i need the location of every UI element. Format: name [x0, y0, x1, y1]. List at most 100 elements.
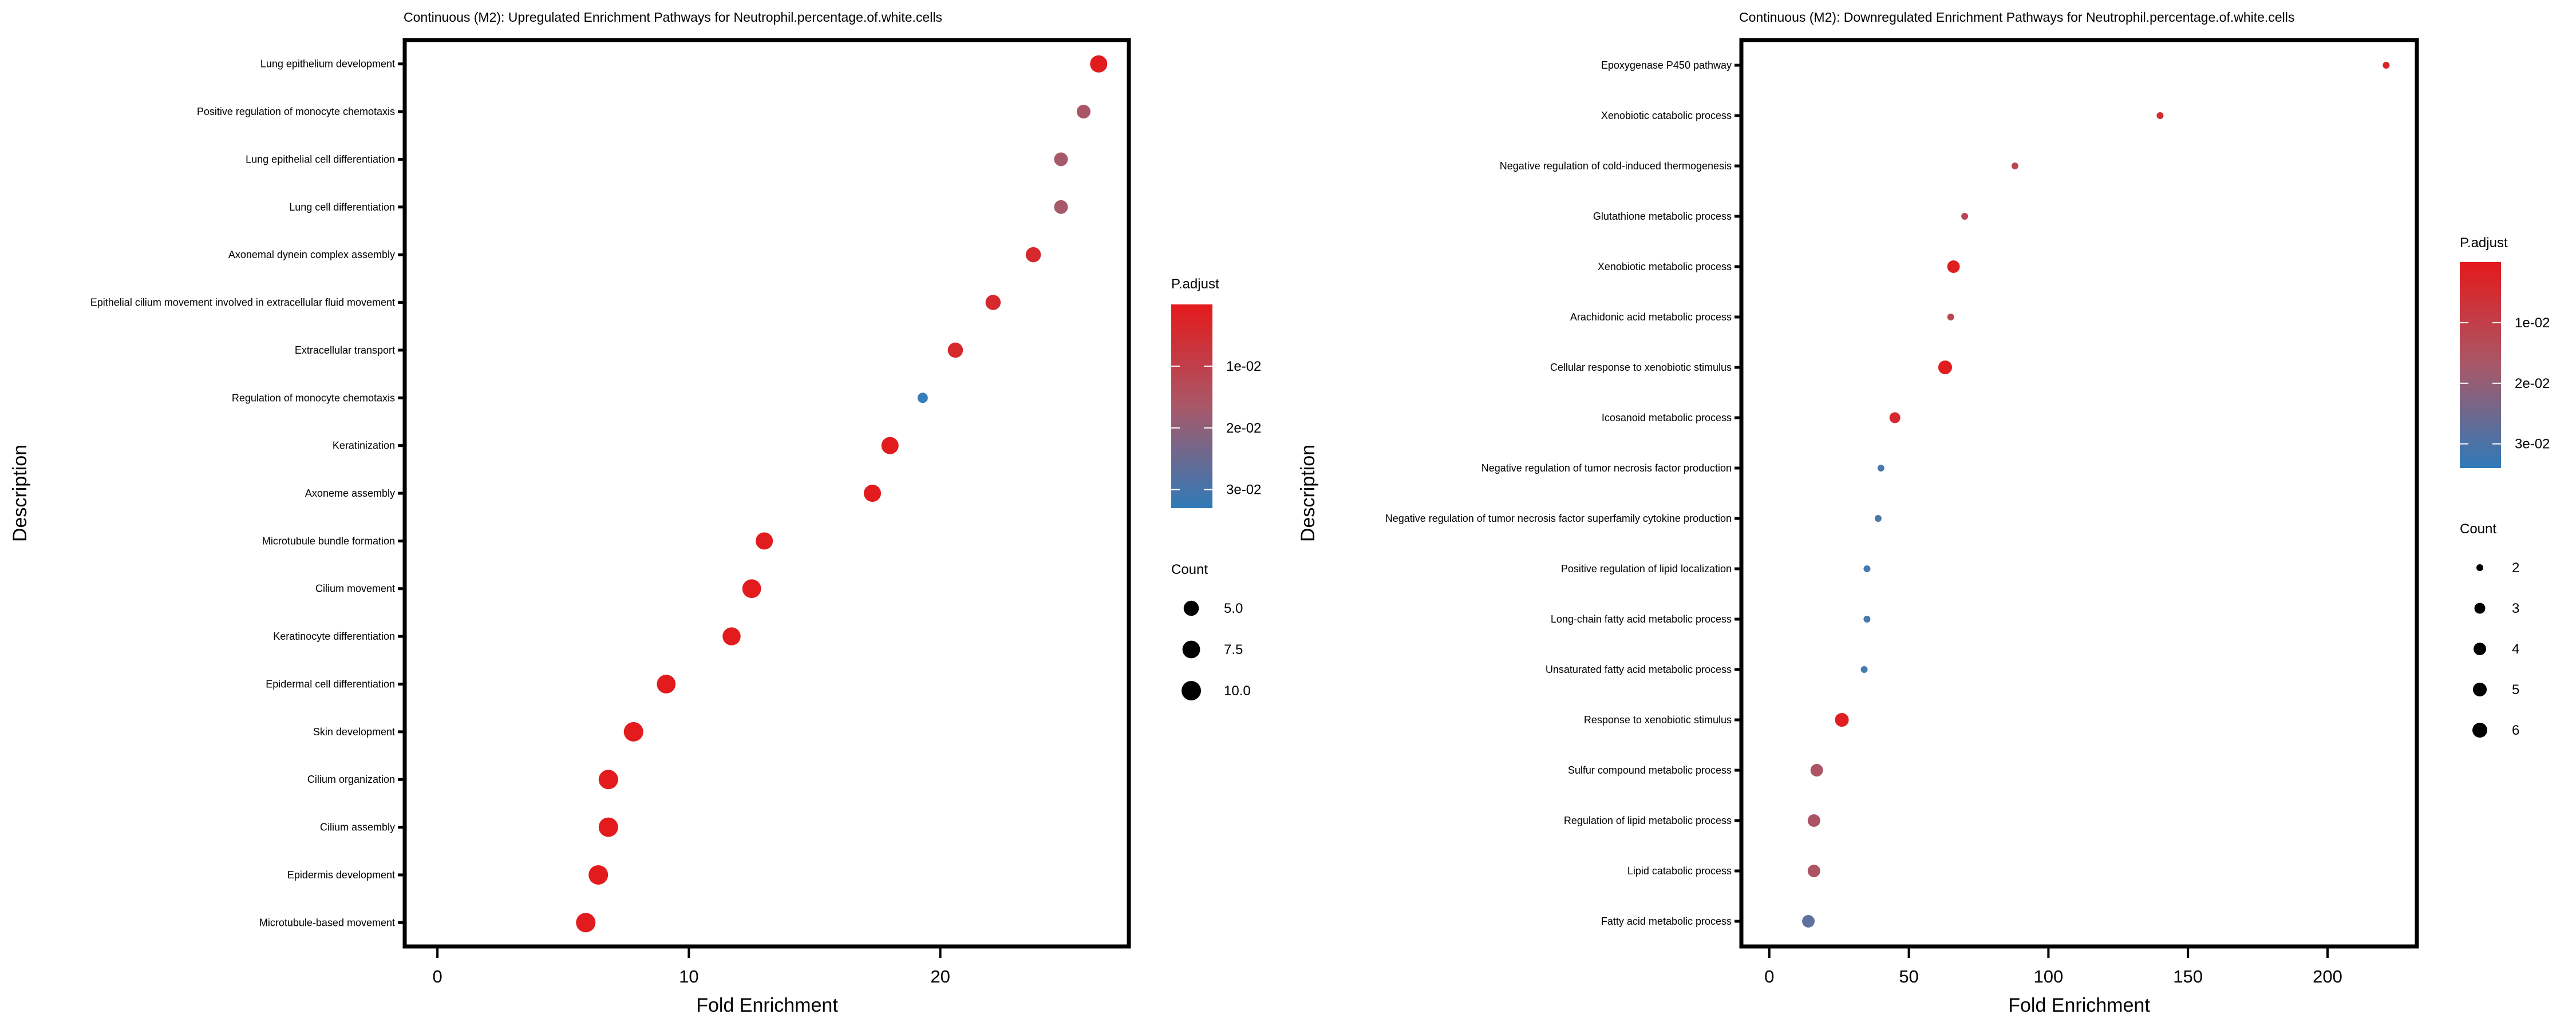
y-tick-label: Cilium organization [307, 774, 395, 785]
y-tick-label: Xenobiotic catabolic process [1601, 110, 1732, 121]
data-point [947, 342, 963, 358]
x-axis-title: Fold Enrichment [2008, 995, 2150, 1016]
chart-title: Continuous (M2): Upregulated Enrichment … [404, 10, 942, 25]
y-axis-title: Description [9, 445, 31, 542]
data-point [1076, 105, 1091, 119]
data-point [1961, 213, 1969, 220]
y-tick-label: Lipid catabolic process [1627, 865, 1732, 877]
y-tick-label: Epithelial cilium movement involved in e… [90, 297, 395, 308]
data-point [576, 913, 596, 933]
y-tick-label: Epoxygenase P450 pathway [1601, 60, 1732, 71]
size-legend-key [1182, 681, 1201, 700]
data-point [1860, 666, 1868, 673]
y-tick-label: Negative regulation of tumor necrosis fa… [1481, 462, 1732, 474]
size-legend-label: 6 [2512, 723, 2519, 738]
color-legend-title: P.adjust [2460, 235, 2508, 251]
x-tick-label: 0 [432, 966, 442, 987]
y-tick-label: Response to xenobiotic stimulus [1584, 714, 1732, 726]
y-tick-label: Positive regulation of monocyte chemotax… [197, 106, 395, 117]
y-tick-label: Unsaturated fatty acid metabolic process [1546, 664, 1732, 675]
y-tick-label: Glutathione metabolic process [1593, 211, 1732, 222]
data-point [2383, 62, 2390, 69]
size-legend-label: 10.0 [1224, 683, 1251, 699]
data-point [1090, 55, 1108, 73]
y-tick-label: Sulfur compound metabolic process [1568, 764, 1732, 776]
data-point [2156, 112, 2164, 119]
data-point [1877, 465, 1884, 472]
color-legend-bar [1171, 304, 1212, 508]
color-legend-label: 3e-02 [2515, 437, 2550, 452]
size-legend-key [2476, 564, 2483, 571]
y-tick-label: Keratinization [333, 440, 395, 451]
panel-downregulated: Continuous (M2): Downregulated Enrichmen… [1297, 10, 2550, 1016]
points-layer [576, 55, 1108, 933]
x-tick-label: 100 [2033, 966, 2063, 987]
size-legend-label: 5 [2512, 682, 2519, 698]
data-point [1802, 915, 1815, 928]
y-tick-label: Regulation of monocyte chemotaxis [232, 392, 395, 403]
size-legend: Count 2 3 4 5 6 [2460, 521, 2519, 738]
data-point [742, 579, 761, 599]
y-tick-label: Axonemal dynein complex assembly [228, 249, 395, 260]
y-axis: Epoxygenase P450 pathway Xenobiotic catab… [1385, 60, 1741, 927]
y-tick-label: Axoneme assembly [305, 488, 395, 499]
data-point [598, 817, 618, 837]
y-tick-label: Lung epithelium development [260, 58, 395, 70]
points-layer [1802, 62, 2390, 928]
color-legend-bar [2460, 262, 2501, 468]
data-point [1938, 360, 1953, 375]
y-tick-label: Epidermal cell differentiation [266, 678, 395, 690]
panel-upregulated: Continuous (M2): Upregulated Enrichment … [9, 10, 1261, 1016]
data-point [1947, 314, 1954, 320]
y-tick-label: Microtubule-based movement [259, 917, 395, 928]
x-axis: 0 50 100 150 200 [1764, 946, 2342, 987]
color-legend: P.adjust 1e-02 2e-02 3e-02 [2460, 235, 2550, 468]
size-legend-key [1183, 600, 1199, 616]
size-legend-label: 7.5 [1224, 642, 1243, 657]
data-point [2011, 163, 2018, 169]
size-legend-label: 2 [2512, 560, 2519, 576]
data-point [1947, 260, 1960, 273]
y-tick-label: Cilium assembly [320, 822, 395, 833]
data-point [598, 770, 618, 790]
y-tick-label: Epidermis development [287, 869, 395, 881]
data-point [1863, 565, 1871, 572]
data-point [657, 675, 676, 694]
x-tick-label: 20 [930, 966, 950, 987]
y-tick-label: Arachidonic acid metabolic process [1570, 311, 1732, 323]
data-point [985, 295, 1001, 310]
data-point [1874, 515, 1882, 522]
data-point [1807, 865, 1820, 877]
y-tick-label: Xenobiotic metabolic process [1598, 261, 1732, 272]
size-legend-key [2472, 723, 2487, 738]
data-point [1889, 412, 1901, 423]
y-tick-label: Extracellular transport [295, 344, 395, 356]
data-point [722, 627, 741, 645]
color-legend-label: 1e-02 [1226, 359, 1261, 374]
color-legend-label: 2e-02 [2515, 376, 2550, 391]
plot-frame [1739, 38, 2419, 949]
data-point [623, 722, 643, 742]
y-tick-label: Lung cell differentiation [289, 201, 395, 213]
y-tick-label: Long-chain fatty acid metabolic process [1551, 613, 1732, 625]
size-legend-key [2474, 603, 2486, 614]
y-tick-label: Cellular response to xenobiotic stimulus [1550, 362, 1732, 373]
y-axis: Lung epithelium development Positive regu… [90, 58, 405, 928]
data-point [1025, 247, 1041, 263]
y-tick-label: Icosanoid metabolic process [1602, 412, 1732, 423]
size-legend: Count 5.0 7.5 10.0 [1171, 562, 1251, 700]
x-tick-label: 150 [2173, 966, 2203, 987]
size-legend-title: Count [2460, 521, 2496, 537]
data-point [1835, 712, 1849, 727]
size-legend-label: 4 [2512, 641, 2519, 657]
size-legend-label: 5.0 [1224, 601, 1243, 616]
y-tick-label: Cilium movement [315, 583, 395, 595]
color-legend-label: 3e-02 [1226, 482, 1261, 498]
color-legend-label: 1e-02 [2515, 315, 2550, 331]
size-legend-label: 3 [2512, 601, 2519, 616]
color-legend-label: 2e-02 [1226, 421, 1261, 436]
x-axis-title: Fold Enrichment [696, 995, 838, 1016]
data-point [1054, 152, 1068, 167]
size-legend-key [1182, 640, 1200, 659]
